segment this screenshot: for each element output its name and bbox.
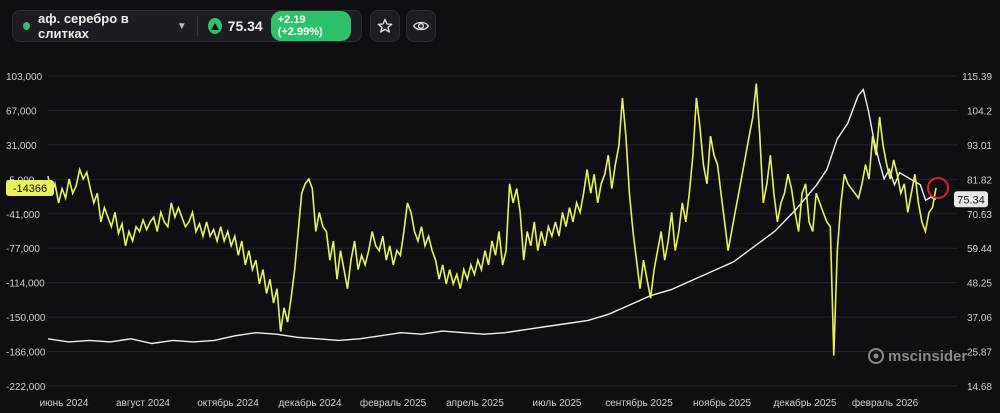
x-axis-tick: декабрь 2025 xyxy=(773,397,837,409)
x-axis-tick: февраль 2026 xyxy=(852,397,919,409)
x-axis-tick: ноябрь 2025 xyxy=(693,397,751,409)
asset-selector[interactable]: аф. серебро в слитках ▼ 75.34 +2.19 (+2.… xyxy=(12,10,362,42)
x-axis-tick: август 2024 xyxy=(116,398,170,409)
right-axis-tick: 104.2 xyxy=(967,106,992,117)
eye-icon xyxy=(412,21,430,31)
left-axis-tick: -150,000 xyxy=(6,313,46,324)
left-current-label: -14366 xyxy=(6,179,54,196)
status-dot-icon xyxy=(23,22,30,30)
right-current-value: 75.34 xyxy=(957,194,985,206)
right-axis-tick: 37.06 xyxy=(967,313,992,324)
left-axis-tick: -222,000 xyxy=(6,382,46,393)
right-axis-tick: 25.87 xyxy=(967,348,992,359)
x-axis-tick: июль 2025 xyxy=(533,398,582,409)
left-current-value: -14366 xyxy=(13,183,47,195)
watermark: mscinsider xyxy=(868,348,967,365)
left-axis-tick: 67,000 xyxy=(6,106,37,117)
x-axis-tick: апрель 2025 xyxy=(446,398,504,409)
left-axis-tick: 103,000 xyxy=(6,72,43,83)
asset-name: аф. серебро в слитках xyxy=(37,11,129,41)
right-current-label: 75.34 xyxy=(954,191,988,208)
watermark-text: mscinsider xyxy=(888,348,967,365)
right-axis-tick: 93.01 xyxy=(967,141,992,152)
right-axis-tick: 59.44 xyxy=(967,244,992,255)
x-axis-tick: февраль 2025 xyxy=(360,397,427,409)
left-axis-tick: -186,000 xyxy=(6,348,46,359)
left-axis-tick: -41,000 xyxy=(6,210,40,221)
left-axis-tick: 31,000 xyxy=(6,141,37,152)
left-axis-tick: -114,000 xyxy=(6,279,45,290)
price-series-line xyxy=(47,87,937,345)
x-axis-tick: июнь 2024 xyxy=(40,398,89,409)
x-axis-tick: декабрь 2024 xyxy=(278,397,342,409)
x-axis-tick: октябрь 2024 xyxy=(197,397,259,409)
right-axis-tick: 115.39 xyxy=(962,72,992,83)
arrow-up-icon xyxy=(207,18,222,34)
positions-series-line xyxy=(47,83,937,356)
chevron-down-icon[interactable]: ▼ xyxy=(176,20,187,32)
watch-button[interactable] xyxy=(406,10,436,42)
current-price: 75.34 xyxy=(227,18,263,34)
price-change-badge: +2.19 (+2.99%) xyxy=(270,11,351,41)
divider xyxy=(196,16,198,36)
x-axis-tick: сентябрь 2025 xyxy=(605,397,673,409)
right-axis-tick: 48.25 xyxy=(967,279,992,290)
favorite-button[interactable] xyxy=(370,10,400,42)
star-icon xyxy=(377,18,393,33)
right-axis-tick: 70.63 xyxy=(967,210,992,221)
current-point-marker xyxy=(927,176,949,199)
right-axis-tick: 81.82 xyxy=(967,175,992,186)
right-axis-tick: 14.68 xyxy=(967,382,992,393)
left-axis-tick: -77,000 xyxy=(6,244,40,255)
